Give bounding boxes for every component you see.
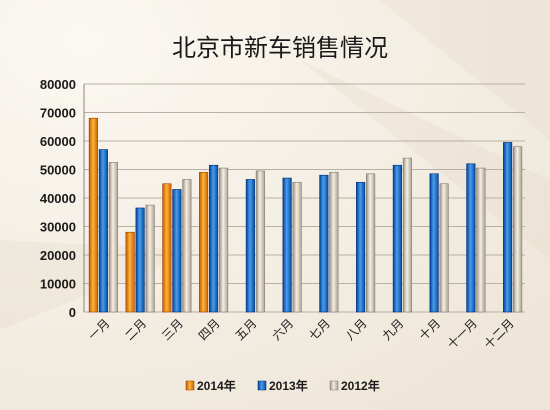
legend: 2014年 2013年 2012年 bbox=[185, 378, 380, 393]
y-tick-label: 80000 bbox=[40, 77, 76, 92]
bar-2013年-五月 bbox=[245, 179, 255, 313]
bar-2013年-七月 bbox=[319, 174, 329, 313]
bar-2013年-九月 bbox=[392, 164, 402, 313]
y-tick-label: 60000 bbox=[40, 134, 76, 149]
bar-2012年-五月 bbox=[255, 170, 265, 313]
bar-2013年-十月 bbox=[429, 173, 439, 313]
bar-2013年-六月 bbox=[282, 177, 292, 313]
y-tick-label: 10000 bbox=[40, 277, 76, 292]
bar-2012年-三月 bbox=[182, 179, 192, 313]
grid-layer bbox=[84, 83, 525, 313]
bar-2013年-十二月 bbox=[503, 142, 513, 313]
legend-swatch bbox=[329, 380, 339, 391]
legend-label: 2013年 bbox=[269, 378, 308, 393]
bar-2013年-四月 bbox=[209, 164, 219, 313]
bar-2012年-十一月 bbox=[476, 167, 486, 313]
y-tick-label: 0 bbox=[69, 305, 76, 320]
legend-swatch bbox=[185, 380, 195, 391]
chart-title: 北京市新车销售情况 bbox=[172, 34, 388, 62]
bar-2014年-四月 bbox=[199, 172, 209, 313]
y-tick-label: 50000 bbox=[40, 163, 76, 178]
bar-2012年-七月 bbox=[329, 172, 339, 313]
bar-2012年-十月 bbox=[439, 183, 449, 313]
y-tick-label: 70000 bbox=[40, 106, 76, 121]
bar-2013年-八月 bbox=[356, 182, 366, 313]
bar-2014年-二月 bbox=[125, 231, 135, 313]
y-tick-label: 40000 bbox=[40, 191, 76, 206]
y-tick-label: 30000 bbox=[40, 220, 76, 235]
bar-2013年-一月 bbox=[98, 149, 108, 313]
bar-2012年-九月 bbox=[402, 157, 412, 313]
bar-2012年-四月 bbox=[219, 167, 229, 313]
legend-label: 2012年 bbox=[341, 378, 380, 393]
legend-label: 2014年 bbox=[197, 378, 236, 393]
legend-swatch bbox=[257, 380, 267, 391]
bar-2014年-一月 bbox=[88, 117, 98, 313]
bar-2013年-三月 bbox=[172, 189, 182, 313]
bar-2012年-一月 bbox=[108, 162, 118, 313]
bar-2012年-二月 bbox=[145, 204, 155, 313]
y-tick-label: 20000 bbox=[40, 248, 76, 263]
bar-2012年-八月 bbox=[366, 173, 376, 313]
bar-2012年-十二月 bbox=[513, 146, 523, 313]
bar-2013年-十一月 bbox=[466, 163, 476, 313]
bar-2014年-三月 bbox=[162, 183, 172, 313]
bars-layer bbox=[88, 117, 523, 313]
bar-2013年-二月 bbox=[135, 207, 145, 313]
bar-2012年-六月 bbox=[292, 182, 302, 313]
